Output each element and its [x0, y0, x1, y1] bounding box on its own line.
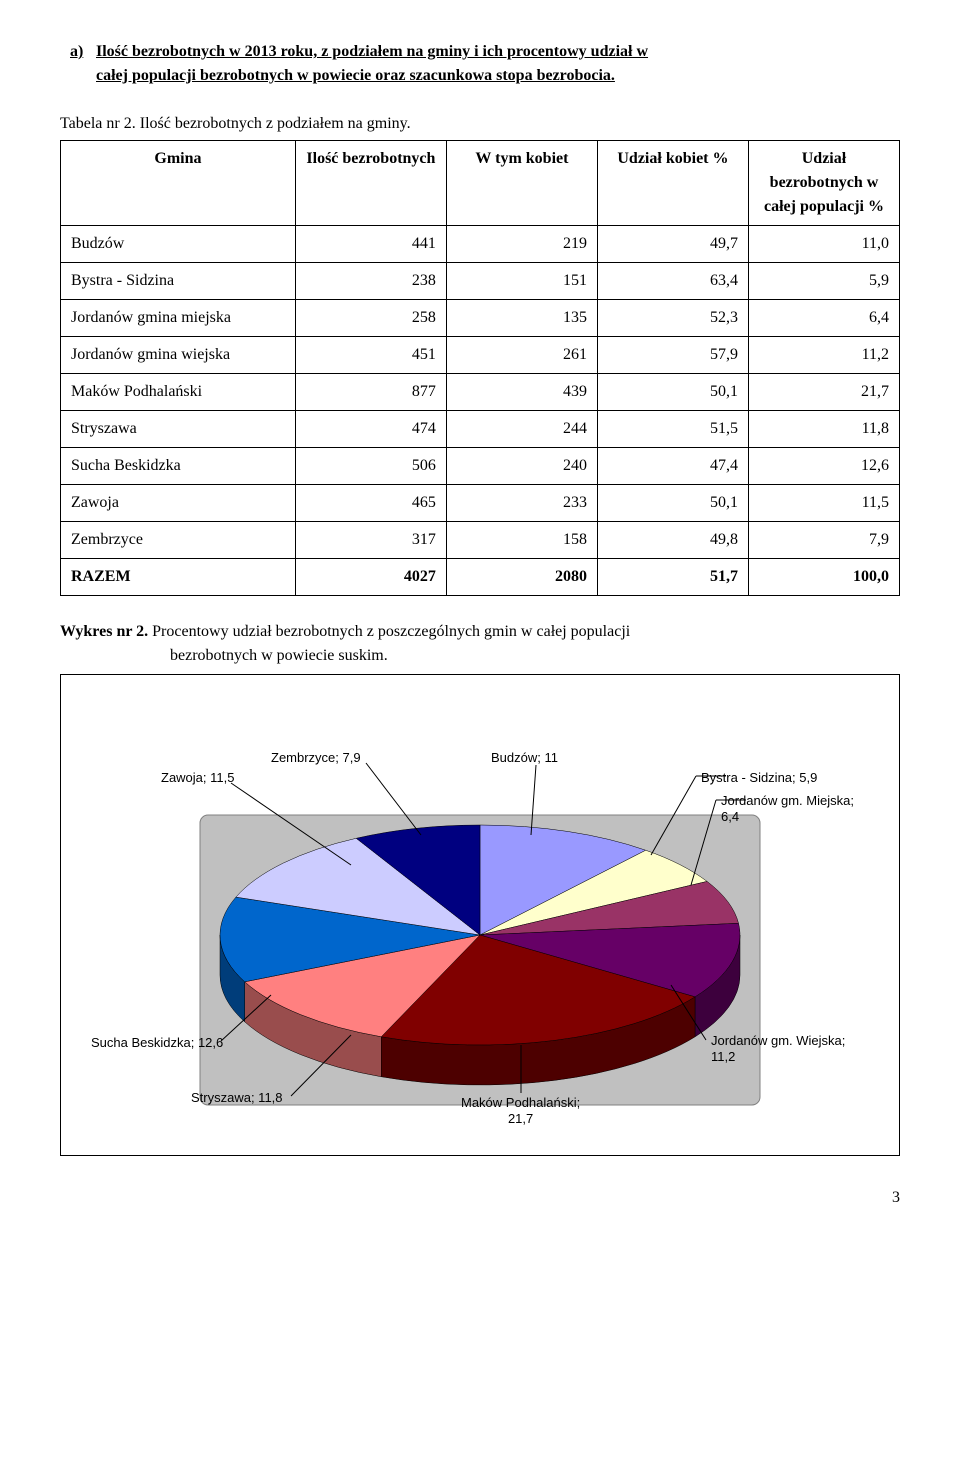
cell-ub: 11,2: [748, 337, 899, 374]
cell-ilosc: 441: [295, 226, 446, 263]
cell-wtym: 439: [446, 374, 597, 411]
cell-uk: 49,8: [597, 522, 748, 559]
cell-ilosc: 258: [295, 300, 446, 337]
cell-ilosc: 317: [295, 522, 446, 559]
cell-ub: 6,4: [748, 300, 899, 337]
th-udzial-kobiet: Udział kobiet %: [597, 141, 748, 226]
cell-gmina: Zembrzyce: [61, 522, 296, 559]
cell-uk: 63,4: [597, 263, 748, 300]
cell-wtym: 135: [446, 300, 597, 337]
table-row: Budzów44121949,711,0: [61, 226, 900, 263]
fig-caption-bold: Wykres nr 2.: [60, 623, 152, 640]
cell-wtym: 151: [446, 263, 597, 300]
cell-wtym: 2080: [446, 559, 597, 596]
table-header-row: Gmina Ilość bezrobotnych W tym kobiet Ud…: [61, 141, 900, 226]
cell-gmina: Jordanów gmina wiejska: [61, 337, 296, 374]
cell-ub: 7,9: [748, 522, 899, 559]
cell-uk: 51,5: [597, 411, 748, 448]
pie-slice-label: Zembrzyce; 7,9: [271, 750, 361, 766]
table-row: Bystra - Sidzina23815163,45,9: [61, 263, 900, 300]
cell-ilosc: 877: [295, 374, 446, 411]
cell-uk: 50,1: [597, 374, 748, 411]
unemployment-table: Gmina Ilość bezrobotnych W tym kobiet Ud…: [60, 140, 900, 596]
heading-line-2: całej populacji bezrobotnych w powiecie …: [96, 67, 615, 84]
pie-chart-frame: Zembrzyce; 7,9 Budzów; 11 Zawoja; 11,5 Byst…: [60, 674, 900, 1156]
cell-wtym: 261: [446, 337, 597, 374]
cell-ilosc: 506: [295, 448, 446, 485]
cell-wtym: 158: [446, 522, 597, 559]
cell-uk: 57,9: [597, 337, 748, 374]
pie-chart-svg: [61, 675, 899, 1155]
table-row: Stryszawa47424451,511,8: [61, 411, 900, 448]
figure-caption: Wykres nr 2. Procentowy udział bezrobotn…: [60, 620, 900, 668]
cell-uk: 50,1: [597, 485, 748, 522]
cell-ilosc: 4027: [295, 559, 446, 596]
table-row: Zembrzyce31715849,87,9: [61, 522, 900, 559]
cell-ilosc: 465: [295, 485, 446, 522]
cell-gmina: Maków Podhalański: [61, 374, 296, 411]
pie-slice-label: Zawoja; 11,5: [161, 770, 234, 786]
cell-gmina: Stryszawa: [61, 411, 296, 448]
cell-ilosc: 238: [295, 263, 446, 300]
fig-caption-line2: bezrobotnych w powiecie suskim.: [60, 644, 900, 668]
cell-uk: 47,4: [597, 448, 748, 485]
cell-ub: 5,9: [748, 263, 899, 300]
pie-slice-label: Stryszawa; 11,8: [191, 1090, 283, 1106]
heading-line-1: Ilość bezrobotnych w 2013 roku, z podzia…: [96, 40, 648, 64]
cell-uk: 49,7: [597, 226, 748, 263]
pie-slice-label: Budzów; 11: [491, 750, 558, 766]
table-row: Jordanów gmina miejska25813552,36,4: [61, 300, 900, 337]
cell-gmina: Bystra - Sidzina: [61, 263, 296, 300]
pie-slice-label: Bystra - Sidzina; 5,9: [701, 770, 817, 786]
cell-ilosc: 474: [295, 411, 446, 448]
cell-ub: 11,8: [748, 411, 899, 448]
page-number: 3: [60, 1186, 900, 1210]
cell-gmina: Budzów: [61, 226, 296, 263]
table-caption: Tabela nr 2. Ilość bezrobotnych z podzia…: [60, 112, 900, 136]
cell-ilosc: 451: [295, 337, 446, 374]
table-row: Jordanów gmina wiejska45126157,911,2: [61, 337, 900, 374]
pie-slice-label: Jordanów gm. Wiejska;11,2: [711, 1033, 845, 1064]
th-gmina: Gmina: [61, 141, 296, 226]
table-row: Maków Podhalański87743950,121,7: [61, 374, 900, 411]
cell-uk: 51,7: [597, 559, 748, 596]
th-ilosc: Ilość bezrobotnych: [295, 141, 446, 226]
pie-slice-label: Maków Podhalański;21,7: [461, 1095, 580, 1126]
table-row: Zawoja46523350,111,5: [61, 485, 900, 522]
pie-slice-label: Sucha Beskidzka; 12,6: [91, 1035, 223, 1051]
pie-slice-label: Jordanów gm. Miejska;6,4: [721, 793, 854, 824]
cell-gmina: RAZEM: [61, 559, 296, 596]
cell-uk: 52,3: [597, 300, 748, 337]
cell-ub: 100,0: [748, 559, 899, 596]
cell-wtym: 240: [446, 448, 597, 485]
table-row: Sucha Beskidzka50624047,412,6: [61, 448, 900, 485]
cell-gmina: Sucha Beskidzka: [61, 448, 296, 485]
cell-wtym: 244: [446, 411, 597, 448]
cell-wtym: 219: [446, 226, 597, 263]
cell-ub: 21,7: [748, 374, 899, 411]
cell-ub: 11,5: [748, 485, 899, 522]
table-row-total: RAZEM4027208051,7100,0: [61, 559, 900, 596]
cell-gmina: Zawoja: [61, 485, 296, 522]
cell-ub: 12,6: [748, 448, 899, 485]
cell-gmina: Jordanów gmina miejska: [61, 300, 296, 337]
cell-wtym: 233: [446, 485, 597, 522]
fig-caption-line1: Procentowy udział bezrobotnych z poszcze…: [152, 623, 630, 640]
heading-marker: a): [70, 40, 96, 64]
cell-ub: 11,0: [748, 226, 899, 263]
section-heading: a) Ilość bezrobotnych w 2013 roku, z pod…: [60, 40, 900, 88]
th-wtym: W tym kobiet: [446, 141, 597, 226]
th-udzial-bez: Udział bezrobotnych w całej populacji %: [748, 141, 899, 226]
